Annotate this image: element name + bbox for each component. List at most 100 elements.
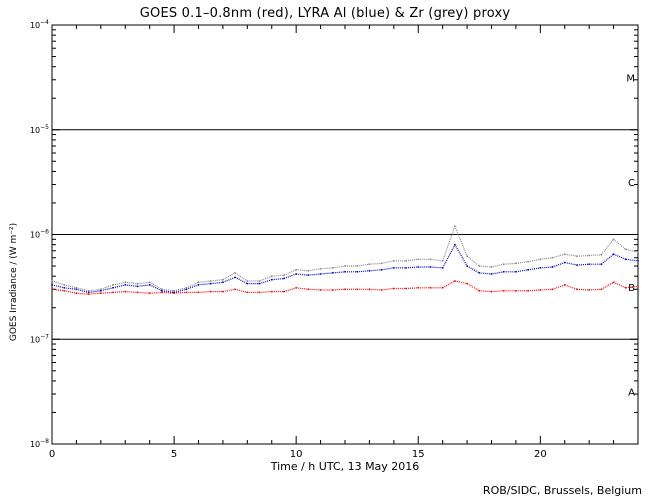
series-segment bbox=[198, 283, 211, 286]
series-0 bbox=[51, 280, 639, 295]
series-segment bbox=[430, 258, 443, 262]
series-segment bbox=[234, 276, 248, 285]
series-segment bbox=[222, 288, 236, 293]
series-segment bbox=[259, 275, 273, 282]
series-segment bbox=[332, 265, 346, 269]
series-segment bbox=[357, 270, 370, 273]
series-segment bbox=[564, 284, 578, 290]
series-segment bbox=[161, 288, 175, 292]
y-tick-label: 10−7 bbox=[30, 333, 49, 344]
series-segment bbox=[442, 280, 456, 289]
data-point bbox=[637, 285, 639, 288]
series-1 bbox=[51, 243, 639, 294]
series-segment bbox=[405, 266, 419, 269]
series-segment bbox=[369, 262, 382, 265]
series-segment bbox=[491, 263, 504, 268]
series-segment bbox=[198, 280, 211, 283]
series-segment bbox=[576, 263, 590, 266]
series-segment bbox=[454, 244, 468, 267]
series-segment bbox=[125, 281, 138, 285]
series-segment bbox=[515, 261, 529, 264]
series-segment bbox=[234, 272, 248, 282]
series-segment bbox=[137, 291, 150, 294]
series-segment bbox=[527, 258, 541, 263]
series-segment bbox=[369, 288, 382, 291]
series-segment bbox=[186, 284, 199, 290]
series-segment bbox=[210, 281, 223, 285]
series-segment bbox=[149, 281, 163, 290]
series-segment bbox=[454, 280, 468, 285]
series-segment bbox=[259, 291, 272, 293]
x-tick-label: 5 bbox=[171, 449, 177, 460]
series-segment bbox=[161, 290, 175, 293]
series-segment bbox=[369, 269, 382, 272]
series-segment bbox=[173, 287, 187, 292]
flare-class-label: B bbox=[628, 283, 635, 294]
series-segment bbox=[125, 291, 138, 293]
y-tick-label: 10−8 bbox=[30, 438, 49, 449]
series-segment bbox=[88, 288, 101, 292]
series-segment bbox=[76, 288, 89, 293]
series-segment bbox=[271, 274, 285, 277]
series-segment bbox=[466, 255, 480, 267]
y-tick-label: 10−5 bbox=[30, 124, 49, 135]
series-segment bbox=[173, 288, 187, 293]
series-segment bbox=[540, 266, 553, 269]
x-axis-label: Time / h UTC, 13 May 2016 bbox=[270, 460, 420, 473]
series-segment bbox=[283, 273, 297, 280]
series-segment bbox=[234, 288, 248, 293]
data-point bbox=[637, 251, 639, 253]
series-segment bbox=[613, 238, 627, 250]
series-segment bbox=[442, 226, 456, 262]
series-segment bbox=[51, 288, 65, 292]
flare-class-label: M bbox=[626, 73, 635, 84]
flare-class-label: C bbox=[628, 178, 635, 189]
series-segment bbox=[479, 290, 492, 293]
credit-text: ROB/SIDC, Brussels, Belgium bbox=[482, 484, 642, 497]
series-segment bbox=[112, 284, 126, 289]
series-segment bbox=[100, 291, 114, 294]
series-segment bbox=[491, 290, 504, 293]
series-segment bbox=[442, 244, 456, 269]
series-segment bbox=[296, 287, 309, 290]
series-segment bbox=[283, 287, 297, 293]
series-segment bbox=[210, 279, 223, 282]
series-segment bbox=[64, 290, 77, 294]
series-segment bbox=[76, 292, 89, 295]
y-tick-label: 10−6 bbox=[30, 229, 49, 240]
series-segment bbox=[100, 284, 114, 290]
series-segment bbox=[564, 261, 578, 266]
series-segment bbox=[332, 271, 346, 274]
series-segment bbox=[271, 277, 285, 281]
series-segment bbox=[259, 279, 272, 285]
series-segment bbox=[552, 253, 565, 259]
series-segment bbox=[137, 281, 150, 285]
series-segment bbox=[564, 253, 578, 257]
series-segment bbox=[528, 289, 541, 292]
series-segment bbox=[308, 273, 321, 276]
flare-class-label: A bbox=[628, 388, 635, 399]
series-segment bbox=[613, 281, 627, 289]
series-segment bbox=[149, 291, 162, 294]
series-segment bbox=[381, 287, 394, 291]
series-segment bbox=[308, 268, 321, 272]
series-segment bbox=[601, 281, 614, 290]
series-segment bbox=[64, 284, 77, 289]
series-segment bbox=[625, 248, 639, 253]
series-segment bbox=[430, 266, 443, 269]
series-segment bbox=[589, 254, 602, 257]
series-segment bbox=[381, 260, 394, 264]
series-segment bbox=[320, 267, 333, 270]
series-segment bbox=[100, 287, 114, 292]
data-point bbox=[637, 260, 639, 262]
x-tick-label: 10 bbox=[290, 449, 303, 460]
series-segment bbox=[515, 269, 529, 273]
series-segment bbox=[222, 272, 236, 281]
series-segment bbox=[540, 257, 553, 260]
series-segment bbox=[552, 284, 566, 290]
series-segment bbox=[296, 269, 309, 272]
x-tick-label: 15 bbox=[412, 449, 425, 460]
series-segment bbox=[589, 288, 602, 291]
series-segment bbox=[222, 276, 236, 283]
series-segment bbox=[357, 263, 370, 267]
